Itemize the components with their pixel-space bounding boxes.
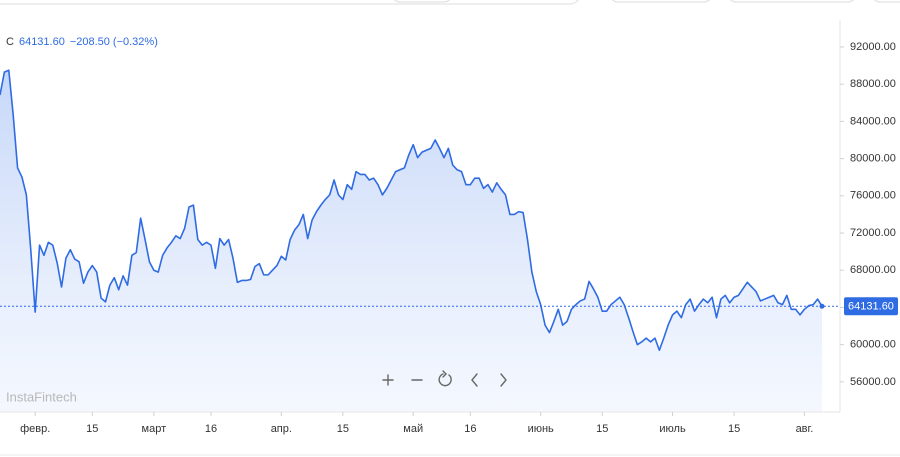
- y-tick-label: 88000.00: [850, 78, 896, 90]
- legend-change: −208.50: [70, 36, 110, 48]
- y-tick-label: 56000.00: [850, 376, 896, 388]
- x-tick-label: 16: [205, 423, 217, 435]
- legend-change-pct: (−0.32%): [113, 36, 158, 48]
- toolbar-button[interactable]: [610, 0, 712, 3]
- x-tick-label: 15: [728, 423, 740, 435]
- watermark: InstaFintech: [6, 389, 77, 404]
- x-tick-label: март: [142, 423, 167, 435]
- x-tick-label: июнь: [528, 423, 554, 435]
- toolbar-button[interactable]: [728, 0, 856, 3]
- legend-symbol: C: [6, 36, 14, 48]
- x-tick-label: февр.: [20, 423, 50, 435]
- x-tick-label: 15: [86, 423, 98, 435]
- x-tick-label: авг.: [796, 423, 814, 435]
- x-tick-label: май: [403, 423, 423, 435]
- y-tick-label: 68000.00: [850, 264, 896, 276]
- toolbar-edge: [0, 0, 579, 5]
- reset-button[interactable]: [438, 370, 452, 387]
- legend: C 64131.60 −208.50 (−0.32%): [6, 36, 158, 48]
- plot-area: [0, 69, 840, 412]
- x-tick-label: июль: [659, 423, 686, 435]
- scroll-left-button[interactable]: [471, 373, 478, 387]
- legend-close: 64131.60: [19, 36, 65, 48]
- price-tag: [844, 297, 898, 316]
- y-tick-label: 60000.00: [850, 339, 896, 351]
- x-tick-label: 15: [596, 423, 608, 435]
- y-tick-label: 92000.00: [850, 41, 896, 53]
- series-line: [0, 69, 823, 352]
- y-tick-label: 76000.00: [850, 190, 896, 202]
- x-tick-label: апр.: [271, 423, 292, 435]
- x-tick-label: 16: [464, 423, 476, 435]
- toolbar-button[interactable]: [872, 0, 900, 3]
- y-tick-label: 80000.00: [850, 153, 896, 165]
- zoom-in-button[interactable]: [382, 374, 394, 386]
- x-tick-label: 15: [337, 423, 349, 435]
- price-tag-label: 64131.60: [848, 301, 894, 313]
- y-tick-label: 84000.00: [850, 115, 896, 127]
- y-tick-label: 72000.00: [850, 227, 896, 239]
- last-point: [819, 303, 825, 309]
- series-area: [0, 70, 822, 412]
- toolbar-button[interactable]: [392, 0, 452, 3]
- scroll-right-button[interactable]: [500, 373, 507, 387]
- nav-controls: [382, 370, 507, 387]
